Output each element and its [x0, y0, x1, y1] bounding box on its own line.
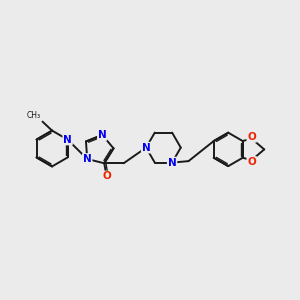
Text: N: N	[98, 130, 106, 140]
Text: O: O	[247, 132, 256, 142]
Text: N: N	[168, 158, 176, 168]
Text: N: N	[83, 154, 92, 164]
Text: CH₃: CH₃	[27, 111, 41, 120]
Text: O: O	[247, 157, 256, 167]
Text: N: N	[142, 142, 151, 153]
Text: N: N	[63, 134, 72, 145]
Text: O: O	[102, 172, 111, 182]
